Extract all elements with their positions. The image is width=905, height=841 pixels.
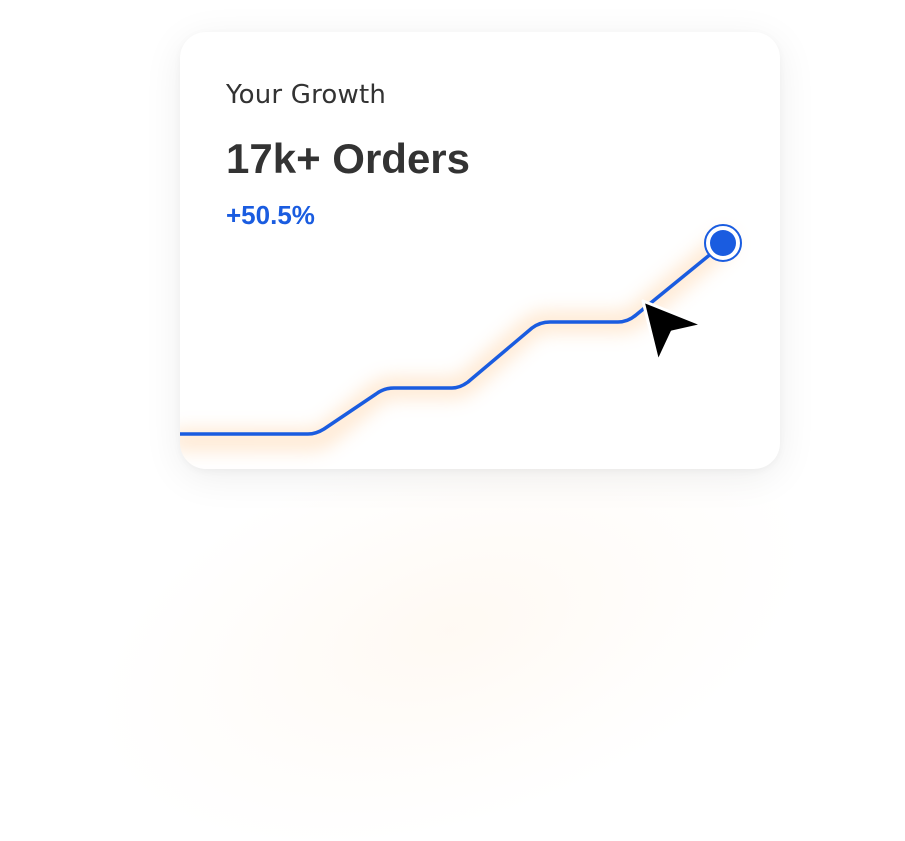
endpoint-dot-icon <box>704 224 742 262</box>
growth-percentage: +50.5% <box>226 200 315 230</box>
mouse-pointer-icon <box>641 299 705 364</box>
growth-card: Your Growth 17k+ Orders +50.5% <box>180 32 780 469</box>
card-title: Your Growth <box>226 80 387 110</box>
orders-metric: 17k+ Orders <box>226 135 471 182</box>
growth-line-chart <box>180 224 742 451</box>
growth-line <box>180 242 725 436</box>
